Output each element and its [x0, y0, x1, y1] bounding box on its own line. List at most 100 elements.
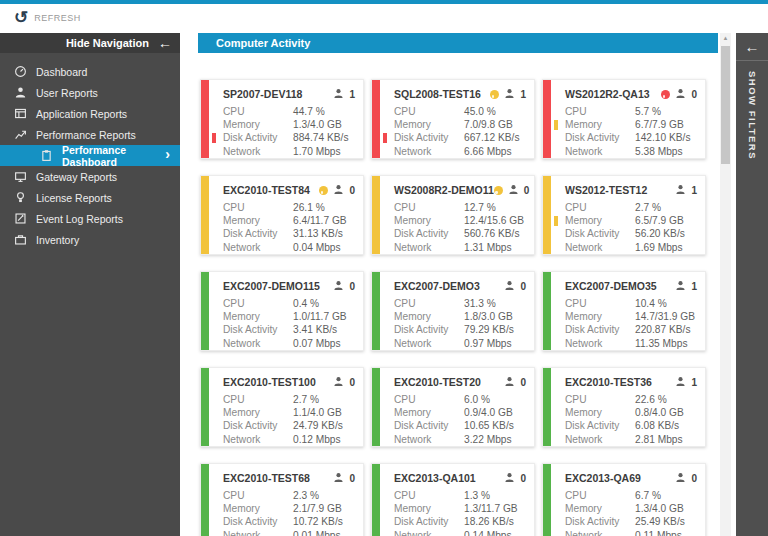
metric-row: CPU45.0 %	[394, 105, 526, 118]
metric-label: Disk Activity	[394, 323, 464, 336]
sidebar-item-dashboard[interactable]: Dashboard	[0, 61, 180, 82]
user-count: 0	[349, 473, 355, 484]
computer-name: EXC2007-DEMO3	[394, 280, 480, 292]
computer-card-exc2010-test36[interactable]: EXC2010-TEST361CPU22.6 %Memory0.8/4.0 GB…	[542, 367, 706, 447]
card-header-right: 0	[333, 469, 355, 487]
scrollbar-thumb[interactable]	[721, 46, 730, 164]
hide-navigation-label: Hide Navigation	[66, 37, 149, 49]
metric-row: Disk Activity31.13 KB/s	[223, 227, 355, 240]
clipboard-icon	[40, 149, 53, 162]
metric-value: 667.12 KB/s	[464, 131, 520, 144]
card-content: EXC2010-TEST680CPU2.3 %Memory2.1/7.9 GBD…	[209, 464, 363, 536]
computer-card-exc2007-demo35[interactable]: EXC2007-DEMO351CPU10.4 %Memory14.7/31.9 …	[542, 271, 706, 351]
metric-label: Disk Activity	[565, 515, 635, 528]
computer-name: EXC2007-DEMO115	[223, 280, 320, 292]
metric-value: 1.31 Mbps	[464, 241, 512, 254]
metric-value: 0.11 Mbps	[635, 529, 682, 536]
metric-label: Network	[394, 529, 464, 536]
metric-value: 2.7 %	[635, 201, 661, 214]
metric-row: CPU22.6 %	[565, 393, 697, 406]
user-count: 0	[349, 185, 355, 196]
metric-value: 6.08 KB/s	[635, 419, 679, 432]
computer-card-exc2013-qa69[interactable]: EXC2013-QA690CPU6.7 %Memory1.3/4.0 GBDis…	[542, 463, 706, 536]
sidebar-item-label: Performance Reports	[36, 129, 136, 141]
sidebar-item-event-log-reports[interactable]: Event Log Reports	[0, 208, 180, 229]
severity-bar	[372, 464, 380, 536]
refresh-button[interactable]: ↺ REFRESH	[14, 8, 81, 28]
metric-label: CPU	[223, 297, 293, 310]
sidebar-item-gateway-reports[interactable]: Gateway Reports	[0, 166, 180, 187]
card-content: EXC2010-TEST840CPU26.1 %Memory6.4/11.7 G…	[209, 176, 363, 254]
metric-row: Memory0.8/4.0 GB	[565, 406, 697, 419]
metric-row: Memory1.0/11.7 GB	[223, 310, 355, 323]
sidebar-nav: DashboardUser ReportsApplication Reports…	[0, 61, 180, 250]
user-icon	[504, 85, 515, 103]
metric-row: Disk Activity6.08 KB/s	[565, 419, 697, 432]
hide-navigation-button[interactable]: Hide Navigation ←	[0, 33, 180, 53]
computer-card-exc2010-test20[interactable]: EXC2010-TEST200CPU6.0 %Memory0.9/4.0 GBD…	[371, 367, 535, 447]
sidebar-item-performance-reports[interactable]: Performance Reports	[0, 124, 180, 145]
metric-row: Network3.22 Mbps	[394, 433, 526, 446]
metric-label: Disk Activity	[223, 131, 293, 144]
severity-bar	[201, 464, 209, 536]
metrics-list: CPU44.7 %Memory1.3/4.0 GBDisk Activity88…	[223, 105, 355, 158]
vertical-scrollbar[interactable]: ▲	[720, 33, 731, 536]
metric-row: Memory1.3/4.0 GB	[223, 118, 355, 131]
show-filters-label[interactable]: SHOW FILTERS	[747, 71, 758, 160]
metric-row: Network1.70 Mbps	[223, 145, 355, 158]
computer-name: EXC2010-TEST84	[223, 184, 310, 196]
sidebar-item-performance-dashboard[interactable]: Performance Dashboard›	[0, 145, 180, 166]
metric-row: Network0.14 Mbps	[394, 529, 526, 536]
user-count: 0	[349, 281, 355, 292]
metric-label: CPU	[394, 393, 464, 406]
computer-card-ws2012-test12[interactable]: WS2012-TEST121CPU2.7 %Memory6.5/7.9 GBDi…	[542, 175, 706, 255]
computer-card-exc2010-test84[interactable]: EXC2010-TEST840CPU26.1 %Memory6.4/11.7 G…	[200, 175, 364, 255]
metric-value: 5.38 Mbps	[635, 145, 683, 158]
metric-label: Network	[394, 433, 464, 446]
metrics-list: CPU6.0 %Memory0.9/4.0 GBDisk Activity10.…	[394, 393, 526, 446]
metric-label: Memory	[565, 118, 635, 131]
metric-row: Disk Activity24.79 KB/s	[223, 419, 355, 432]
threshold-marker	[554, 216, 558, 226]
sidebar-item-inventory[interactable]: Inventory	[0, 229, 180, 250]
card-header: EXC2013-QA1010	[394, 471, 526, 485]
scroll-up-arrow-icon[interactable]: ▲	[720, 33, 731, 43]
metric-row: Network0.11 Mbps	[565, 529, 697, 536]
computer-card-sql2008-test16[interactable]: SQL2008-TEST161CPU45.0 %Memory7.0/9.8 GB…	[371, 79, 535, 159]
metric-row: CPU0.4 %	[223, 297, 355, 310]
computer-card-exc2010-test68[interactable]: EXC2010-TEST680CPU2.3 %Memory2.1/7.9 GBD…	[200, 463, 364, 536]
severity-bar	[543, 176, 551, 254]
computer-card-exc2010-test100[interactable]: EXC2010-TEST1000CPU2.7 %Memory1.1/4.0 GB…	[200, 367, 364, 447]
sidebar-item-license-reports[interactable]: License Reports	[0, 187, 180, 208]
sidebar-item-application-reports[interactable]: Application Reports	[0, 103, 180, 124]
metric-value: 10.72 KB/s	[293, 515, 343, 528]
metric-row: Memory6.4/11.7 GB	[223, 214, 355, 227]
card-header: EXC2013-QA690	[565, 471, 697, 485]
computer-name: EXC2013-QA69	[565, 472, 641, 484]
metric-value: 22.6 %	[635, 393, 667, 406]
computer-card-exc2007-demo115[interactable]: EXC2007-DEMO115 0 CPU0.4 %Memory1.0/11.7 G…	[200, 271, 364, 351]
computer-card-sp2007-dev118[interactable]: SP2007-DEV1181CPU44.7 %Memory1.3/4.0 GBD…	[200, 79, 364, 159]
metric-value: 1.8/3.0 GB	[464, 310, 513, 323]
metric-row: Disk Activity142.10 KB/s	[565, 131, 697, 144]
card-content: EXC2007-DEMO30CPU31.3 %Memory1.8/3.0 GBD…	[380, 272, 534, 350]
metric-row: Memory1.3/11.7 GB	[394, 502, 526, 515]
sidebar-item-label: Event Log Reports	[36, 213, 123, 225]
metrics-list: CPU10.4 %Memory14.7/31.9 GBDisk Activity…	[565, 297, 697, 350]
computer-name: WS2012R2-QA13	[565, 88, 650, 100]
card-content: EXC2007-DEMO115 0 CPU0.4 %Memory1.0/11.7 G…	[209, 272, 363, 350]
card-content: EXC2010-TEST361CPU22.6 %Memory0.8/4.0 GB…	[551, 368, 705, 446]
metric-label: Network	[394, 145, 464, 158]
user-icon	[675, 85, 686, 103]
metric-label: Disk Activity	[565, 419, 635, 432]
computer-card-ws2008r2-demo11[interactable]: WS2008R2-DEMO110CPU12.7 %Memory12.4/15.6…	[371, 175, 535, 255]
show-filters-arrow-button[interactable]: ←	[736, 33, 768, 61]
computer-card-exc2007-demo3[interactable]: EXC2007-DEMO30CPU31.3 %Memory1.8/3.0 GBD…	[371, 271, 535, 351]
metric-row: Disk Activity25.49 KB/s	[565, 515, 697, 528]
computer-card-ws2012r2-qa13[interactable]: WS2012R2-QA130CPU5.7 %Memory6.7/7.9 GBDi…	[542, 79, 706, 159]
computer-card-exc2013-qa101[interactable]: EXC2013-QA1010CPU1.3 %Memory1.3/11.7 GBD…	[371, 463, 535, 536]
metric-value: 1.69 Mbps	[635, 241, 683, 254]
computer-name: EXC2010-TEST20	[394, 376, 481, 388]
metric-row: Network0.04 Mbps	[223, 241, 355, 254]
sidebar-item-user-reports[interactable]: User Reports	[0, 82, 180, 103]
